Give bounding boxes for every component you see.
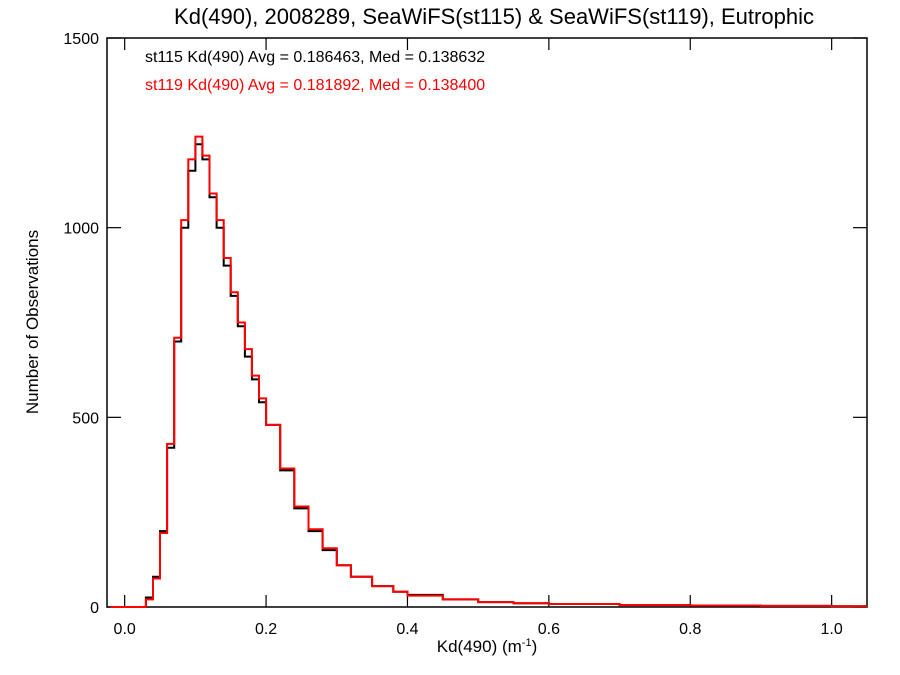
series-line-st119 [110, 135, 867, 608]
x-tick-label: 0.6 [538, 621, 560, 638]
x-axis-label-main: Kd(490) (m [437, 637, 522, 656]
plot-frame [106, 37, 868, 608]
legend-entry-st115: st115 Kd(490) Avg = 0.186463, Med = 0.13… [145, 49, 485, 66]
x-tick-label: 1.0 [821, 621, 843, 638]
legend-entry-st119: st119 Kd(490) Avg = 0.181892, Med = 0.13… [145, 77, 485, 94]
x-tick-label: 0.4 [396, 621, 418, 638]
chart-title: Kd(490), 2008289, SeaWiFS(st115) & SeaWi… [174, 4, 814, 29]
y-tick-label: 0 [90, 600, 99, 617]
x-axis-label: Kd(490) (m-1) [437, 637, 537, 656]
x-axis-label-end: ) [532, 637, 538, 656]
series-line-st115 [110, 143, 867, 608]
x-tick-label: 0.0 [114, 621, 136, 638]
y-tick-label: 1000 [63, 221, 99, 238]
axis-ticks: 0.0 0.2 0.4 0.6 0.8 1.0 0 500 1000 1500 [63, 31, 867, 638]
x-tick-label: 0.8 [679, 621, 701, 638]
x-axis-label-sup: -1 [522, 637, 532, 649]
y-tick-label: 500 [72, 410, 99, 427]
y-axis-label: Number of Observations [23, 230, 42, 414]
series-lines [110, 135, 867, 608]
y-tick-label: 1500 [63, 31, 99, 48]
x-tick-label: 0.2 [255, 621, 277, 638]
